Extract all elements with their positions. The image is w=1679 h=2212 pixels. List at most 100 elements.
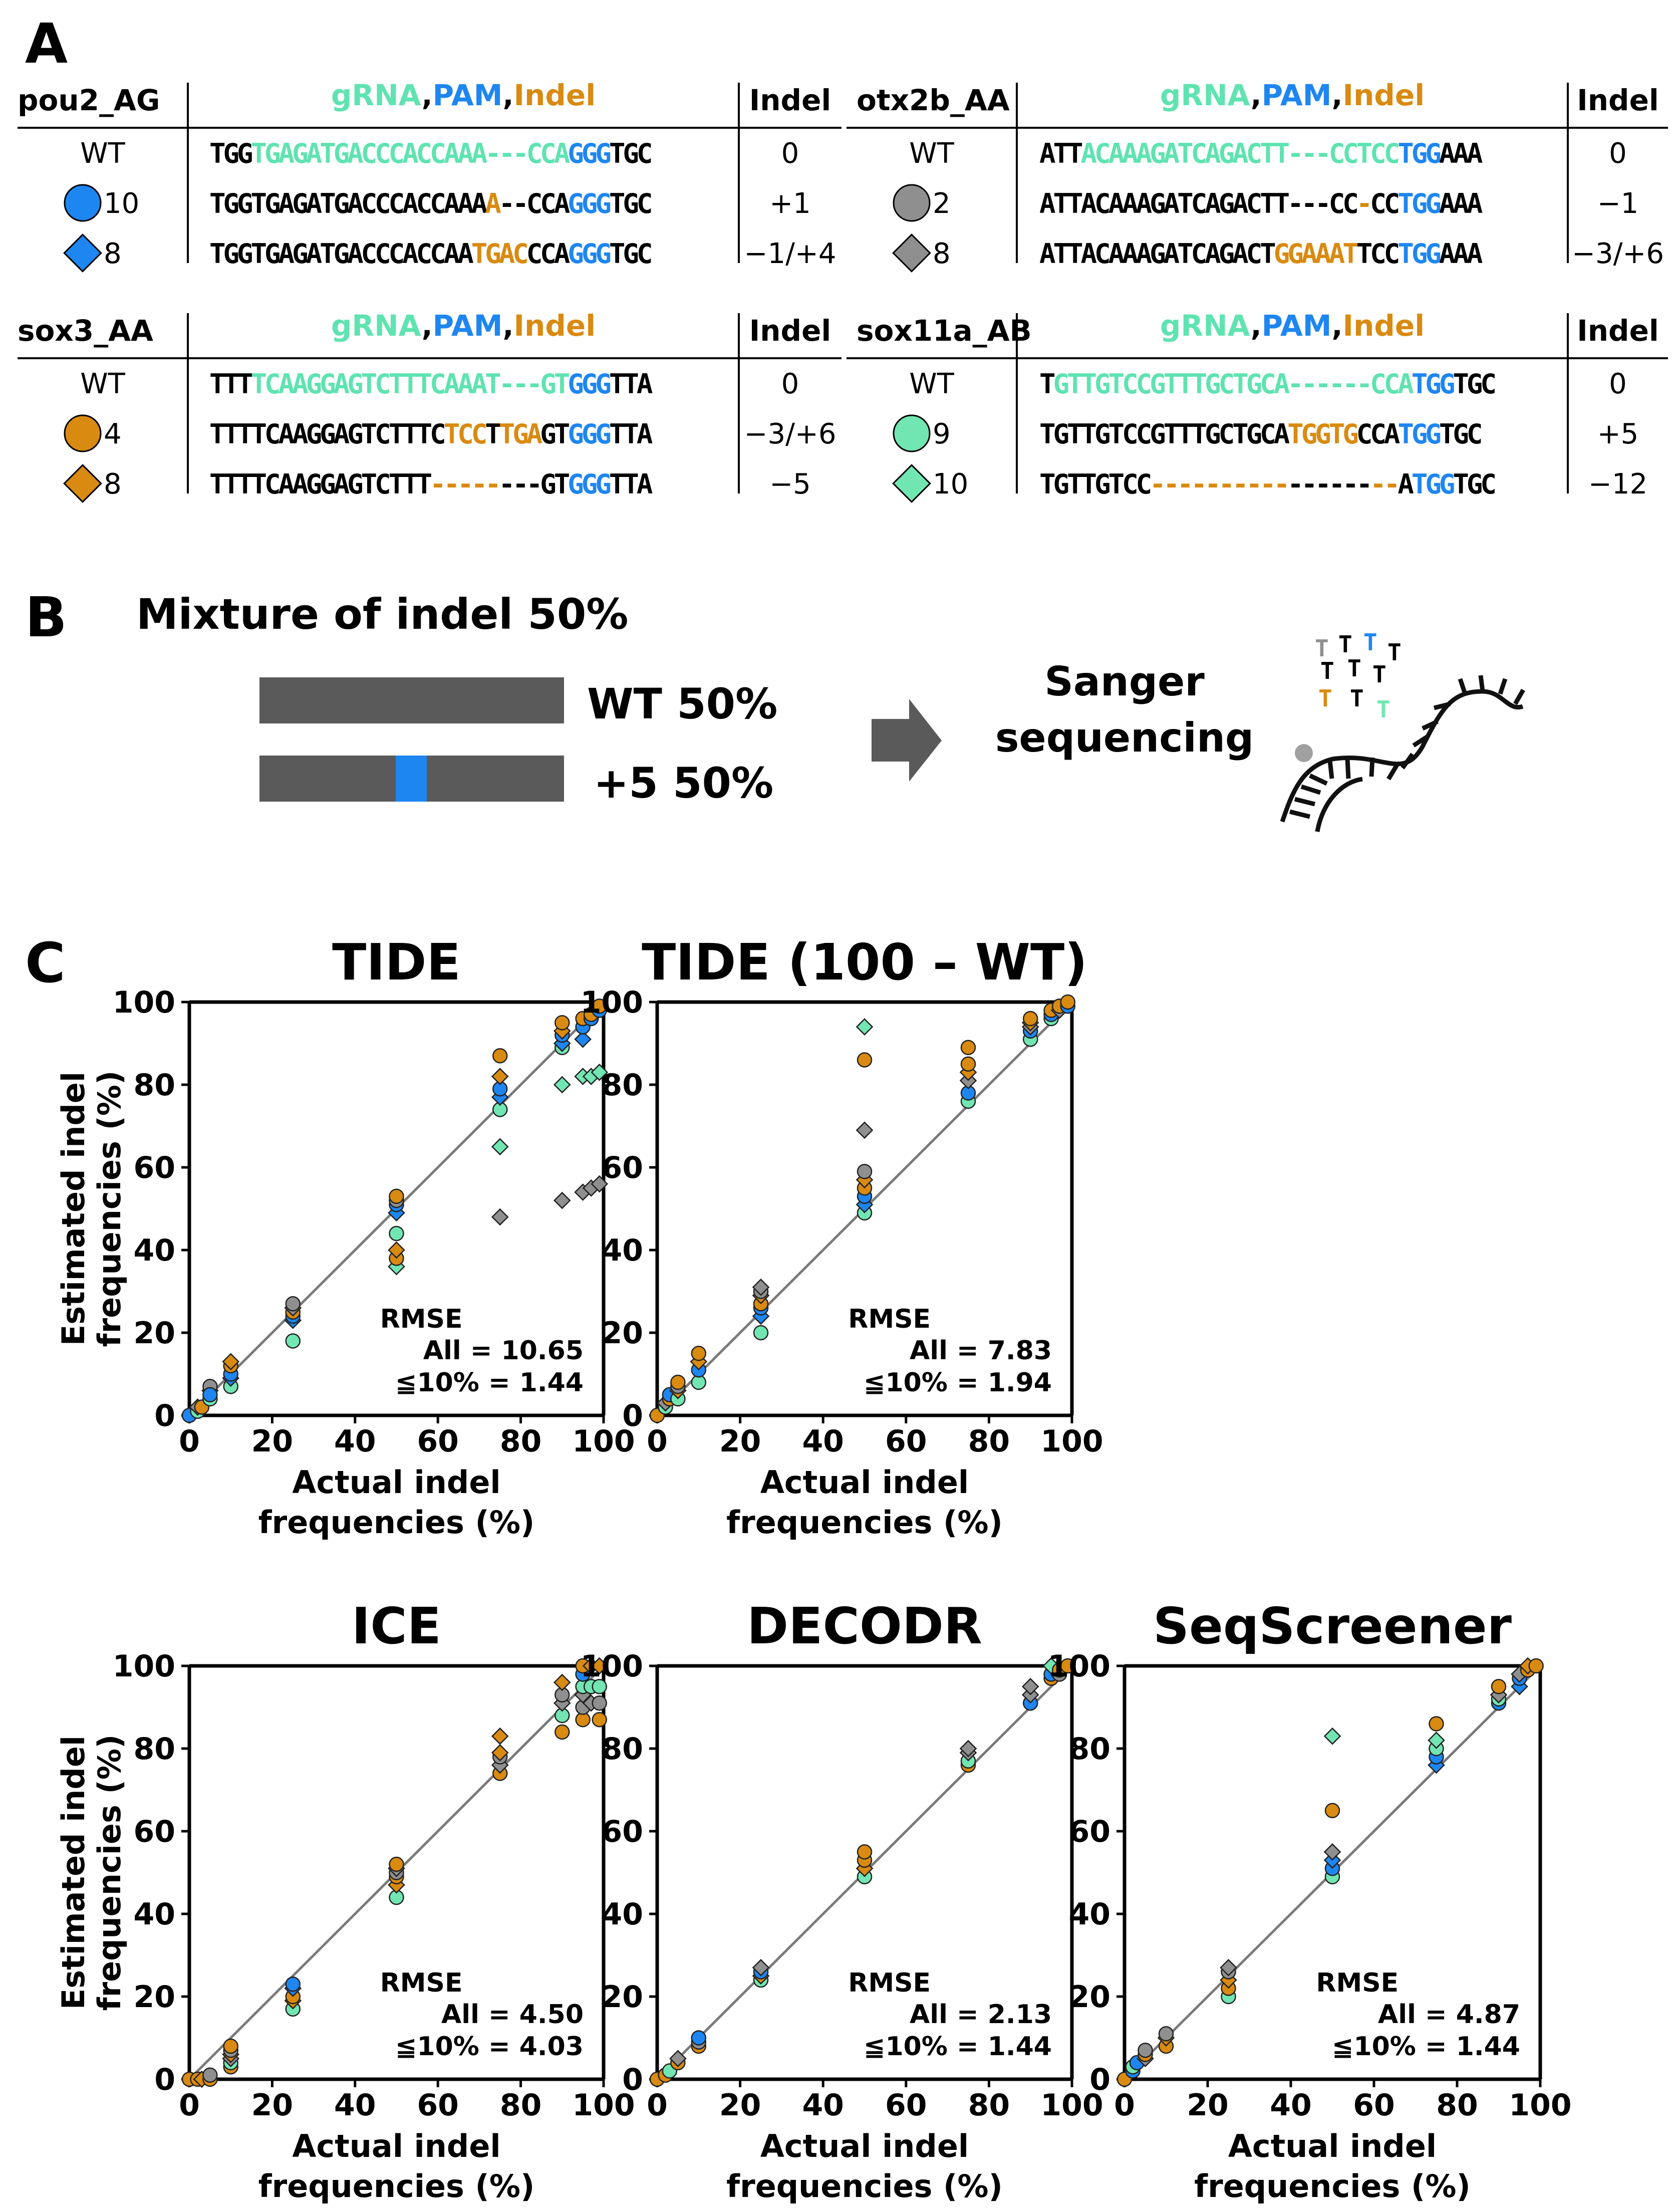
x-axis-label-line1: Actual indel <box>1228 2128 1437 2164</box>
sanger-label-1: Sanger <box>1044 658 1205 705</box>
x-tick-label: 100 <box>1509 2088 1571 2123</box>
data-point-circle <box>285 1296 301 1312</box>
sequence-text: TGTTGTCCGTTTGCTGCATGGTGCCATGGTGC <box>1039 418 1481 450</box>
data-point-circle <box>1022 1011 1038 1027</box>
data-point-diamond <box>959 1740 977 1758</box>
data-point-diamond <box>752 1278 770 1296</box>
indel-value: +5 <box>1597 418 1639 450</box>
x-tick-label: 40 <box>1270 2088 1312 2123</box>
y-tick-label: 80 <box>602 1068 644 1103</box>
x-tick-label: 40 <box>802 1424 844 1459</box>
wt-label: WT <box>80 368 125 400</box>
y-axis-label-line1: Estimated indel <box>55 1072 92 1346</box>
data-point-circle <box>592 1695 607 1711</box>
chart-title: TIDE <box>332 933 461 992</box>
sequence-tables: pou2_AG gRNA,PAM,Indel Indel WT TGGTGAGATGAC… <box>18 78 1668 503</box>
indel-value: −1/+4 <box>744 237 836 270</box>
y-tick-label: 60 <box>1069 1814 1111 1849</box>
data-point-circle <box>1060 1658 1075 1674</box>
x-tick-label: 20 <box>719 2088 761 2123</box>
sequence-text: TTTTCAAGGAGTCTTT--------GTGGGTTA <box>209 468 653 500</box>
data-point-diamond <box>553 1673 571 1691</box>
x-tick-label: 60 <box>1353 2088 1395 2123</box>
nucleotide-t: T <box>1318 685 1332 712</box>
indel-value: −12 <box>1588 468 1647 501</box>
sequence-table-sox11a-ab: sox11a_AB gRNA,PAM,Indel Indel WT TGTTGTCCGT… <box>847 309 1668 503</box>
mutant-number: 2 <box>933 187 951 220</box>
mutant-circle-icon <box>64 184 102 222</box>
rmse-low: ≦10% = 1.44 <box>395 1368 584 1398</box>
data-point-circle <box>389 1856 404 1872</box>
x-tick-label: 20 <box>251 2088 294 2123</box>
x-axis-label-line2: frequencies (%) <box>726 1504 1003 1541</box>
chart-tide: TIDE 00 20 20 40 40 60 60 80 80 100 100 Actual indel… <box>55 933 635 1541</box>
y-tick-label: 40 <box>134 1897 176 1932</box>
y-axis-label-line1: Estimated indel <box>55 1736 92 2010</box>
data-point-diamond <box>553 1076 571 1094</box>
data-point-diamond <box>1323 1727 1341 1745</box>
mutant-number: 10 <box>104 187 139 220</box>
sequence-table-sox3-aa: sox3_AA gRNA,PAM,Indel Indel WT TTTTCAAGGAGT… <box>18 309 842 503</box>
sequence-text: TGGTGAGATGACCCACCAATGACCCAGGGTGC <box>209 238 651 270</box>
data-point-diamond <box>491 1068 509 1085</box>
y-tick-label: 80 <box>134 1732 176 1767</box>
sequence-text: TGGTGAGATGACCCACCAAA---CCAGGGTGC <box>209 138 651 169</box>
indel-value: −3/+6 <box>744 418 836 450</box>
mutant-circle-icon <box>893 414 931 452</box>
wt-label: WT <box>909 137 954 170</box>
chart-title: DECODR <box>747 1597 982 1655</box>
x-tick-label: 0 <box>647 2088 668 2123</box>
gene-name: pou2_AG <box>18 83 160 117</box>
sequence-text: ATTACAAAGATCAGACTT---CCTCCTGGAAA <box>1039 138 1483 169</box>
rmse-low: ≦10% = 4.03 <box>395 2032 584 2062</box>
data-point-circle <box>202 2067 218 2083</box>
indel-column-header: Indel <box>749 83 831 117</box>
y-tick-label: 20 <box>134 1980 176 2015</box>
data-point-circle <box>223 2038 238 2054</box>
x-tick-label: 40 <box>802 2088 844 2123</box>
chart-title: ICE <box>352 1597 441 1655</box>
nucleotide-letters: T T T TT T TT T T <box>1315 629 1402 723</box>
mutant-diamond-icon <box>892 464 931 503</box>
y-axis-label-line2: frequencies (%) <box>91 1071 128 1347</box>
chart-tide-100-wt: TIDE (100 – WT) 00 20 20 40 40 60 60 80 80 100 100 A… <box>581 933 1103 1541</box>
wt-label: WT <box>80 137 125 170</box>
data-point-circle <box>857 1164 873 1179</box>
data-point-diamond <box>669 2050 687 2068</box>
sequence-text: TGTTGTCCGTTTGCTGCA------CCATGGTGC <box>1039 368 1495 400</box>
rmse-low: ≦10% = 1.44 <box>1332 2032 1520 2062</box>
y-tick-label: 100 <box>1048 1649 1110 1684</box>
wt-bar <box>259 677 564 723</box>
x-tick-label: 80 <box>500 2088 542 2123</box>
nucleotide-t: T <box>1320 657 1334 684</box>
data-point-diamond <box>856 1121 874 1139</box>
nucleotide-t: T <box>1376 696 1390 723</box>
data-point-circle <box>285 1977 301 1992</box>
x-tick-label: 100 <box>572 1424 635 1459</box>
mixture-title: Mixture of indel 50% <box>136 590 628 639</box>
y-tick-label: 40 <box>602 1233 644 1268</box>
x-tick-label: 100 <box>572 2088 635 2123</box>
mutant-diamond-icon <box>892 233 931 273</box>
indel-value: +1 <box>769 187 811 220</box>
x-tick-label: 20 <box>1187 2088 1229 2123</box>
rmse-all: All = 2.13 <box>910 2000 1052 2030</box>
x-tick-label: 80 <box>500 1424 542 1459</box>
arrow-right-icon <box>872 699 942 782</box>
mutant-circle-icon <box>893 184 931 222</box>
data-point-diamond <box>856 1018 874 1036</box>
chart-decodr: DECODR 00 20 20 40 40 60 60 80 80 100 100 Actual ind… <box>581 1597 1103 2204</box>
x-tick-label: 60 <box>885 1424 927 1459</box>
data-point-diamond <box>1220 1958 1237 1977</box>
y-tick-label: 100 <box>113 985 175 1020</box>
chart-ice: ICE 00 20 20 40 40 60 60 80 80 100 100 Actual indel f… <box>55 1597 635 2204</box>
y-tick-label: 40 <box>1069 1897 1111 1932</box>
y-tick-label: 0 <box>154 1398 175 1433</box>
data-point-diamond <box>491 1208 509 1226</box>
column-header: gRNA,PAM,Indel <box>331 78 596 112</box>
indel-value: −3/+6 <box>1572 237 1664 270</box>
y-tick-label: 20 <box>602 1980 644 2015</box>
y-tick-label: 100 <box>581 985 643 1020</box>
scatter-charts: TIDE 0 0 20 20 40 40 60 60 80 80 100 100 Actual indel… <box>55 933 1572 2204</box>
